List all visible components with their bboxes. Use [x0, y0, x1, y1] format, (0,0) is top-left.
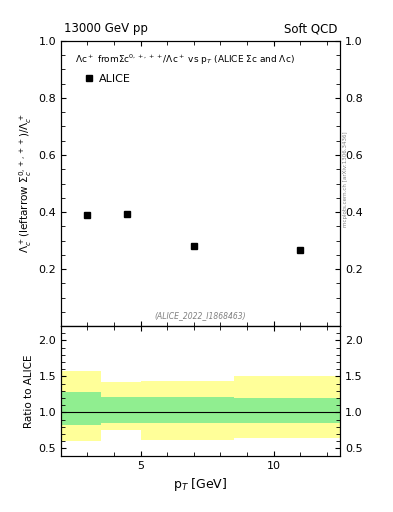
Text: Soft QCD: Soft QCD [284, 22, 337, 35]
X-axis label: p$_T$ [GeV]: p$_T$ [GeV] [173, 476, 228, 493]
Text: $\Lambda$c$^+$ from$\Sigma$c$^{0,+,++}$/$\Lambda$c$^+$ vs p$_T$ (ALICE $\Sigma$c: $\Lambda$c$^+$ from$\Sigma$c$^{0,+,++}$/… [75, 52, 295, 67]
Y-axis label: Ratio to ALICE: Ratio to ALICE [24, 354, 34, 428]
Text: 13000 GeV pp: 13000 GeV pp [64, 22, 148, 35]
Y-axis label: $\Lambda_c^+$(leftarrow $\Sigma_c^{0,+,++}$)/$\Lambda_c^+$: $\Lambda_c^+$(leftarrow $\Sigma_c^{0,+,+… [17, 114, 34, 253]
Text: mcplots.cern.ch [arXiv:1306.3436]: mcplots.cern.ch [arXiv:1306.3436] [343, 132, 348, 227]
Text: (ALICE_2022_I1868463): (ALICE_2022_I1868463) [154, 311, 246, 321]
Legend: ALICE: ALICE [81, 69, 136, 88]
